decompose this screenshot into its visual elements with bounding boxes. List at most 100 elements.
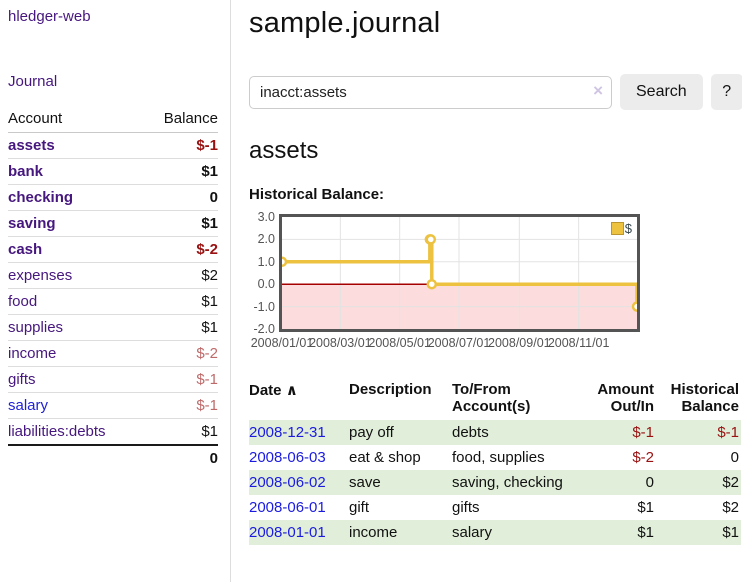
account-link-supplies[interactable]: supplies (8, 319, 64, 336)
account-row: supplies $1 (8, 314, 218, 341)
txn-description: income (349, 524, 398, 541)
y-axis-tick-label: 0.0 (257, 277, 275, 292)
x-axis-tick-label: 2008/11/01 (547, 336, 610, 350)
txn-date-link[interactable]: 2008-01-01 (249, 524, 326, 541)
nav-journal-link[interactable]: Journal (8, 73, 58, 90)
txn-header-balance: Historical Balance (670, 381, 739, 415)
legend-swatch-icon (610, 222, 624, 235)
account-link-gifts[interactable]: gifts (8, 371, 36, 388)
account-link-salary[interactable]: salary (8, 397, 49, 414)
txn-balance: 0 (730, 449, 739, 466)
sort-asc-icon: ∧ (285, 382, 298, 399)
account-balance: $1 (142, 418, 218, 445)
txn-description: save (349, 474, 381, 491)
legend-label: $ (624, 221, 632, 236)
account-balance: $2 (142, 262, 218, 289)
txn-description: gift (349, 499, 370, 516)
app-title[interactable]: hledger-web (8, 8, 91, 25)
account-link-income[interactable]: income (8, 345, 57, 362)
txn-date-link[interactable]: 2008-06-03 (249, 449, 326, 466)
account-link-food[interactable]: food (8, 293, 38, 310)
account-link-expenses[interactable]: expenses (8, 267, 73, 284)
account-row: income $-2 (8, 340, 218, 367)
account-balance: $1 (142, 314, 218, 341)
account-balance: $-2 (142, 340, 218, 367)
txn-balance: $1 (722, 524, 739, 541)
account-row: expenses $2 (8, 262, 218, 289)
txn-accounts: gifts (452, 499, 480, 516)
accounts-total: 0 (142, 444, 218, 471)
search-box: × (249, 75, 612, 109)
txn-header-amount: Amount Out/In (597, 381, 654, 415)
account-row: assets $-1 (8, 133, 218, 159)
txn-balance: $-1 (717, 424, 739, 441)
y-axis-tick-label: 2.0 (257, 232, 275, 247)
transaction-row[interactable]: 2008-12-31 pay off debts $-1 $-1 (249, 420, 741, 445)
search-input[interactable] (249, 75, 612, 109)
help-button[interactable]: ? (710, 74, 742, 110)
y-axis-tick-label: 1.0 (257, 254, 275, 269)
account-link-checking[interactable]: checking (8, 189, 74, 206)
x-axis-tick-label: 2008/09/01 (488, 336, 551, 350)
txn-header-accounts: To/From Account(s) (452, 381, 531, 415)
txn-description: pay off (349, 424, 394, 441)
account-balance: $-2 (142, 236, 218, 263)
account-row: liabilities:debts $1 (8, 418, 218, 445)
chart-plot-area: $ (279, 214, 640, 332)
page-title: sample.journal (249, 7, 441, 39)
y-axis-tick-label: 3.0 (257, 210, 275, 224)
txn-amount: $1 (637, 499, 654, 516)
account-row: saving $1 (8, 210, 218, 237)
txn-date-link[interactable]: 2008-12-31 (249, 424, 326, 441)
account-link-liabilities-debts[interactable]: liabilities:debts (8, 423, 106, 440)
txn-amount: $-2 (632, 449, 654, 466)
account-balance: $1 (142, 210, 218, 237)
account-balance: 0 (142, 184, 218, 211)
txn-date-link[interactable]: 2008-06-02 (249, 474, 326, 491)
account-link-saving[interactable]: saving (8, 215, 56, 232)
transaction-row[interactable]: 2008-06-02 save saving, checking 0 $2 (249, 470, 741, 495)
x-axis-tick-label: 2008/05/01 (368, 336, 431, 350)
account-balance: $-1 (142, 392, 218, 419)
txn-date-link[interactable]: 2008-06-01 (249, 499, 326, 516)
txn-balance: $2 (722, 474, 739, 491)
txn-amount: $-1 (632, 424, 654, 441)
txn-header-description: Description (349, 381, 432, 398)
account-row: salary $-1 (8, 392, 218, 419)
account-balance: $1 (142, 158, 218, 185)
accounts-header-balance: Balance (142, 106, 218, 133)
txn-amount: 0 (645, 474, 654, 491)
accounts-table: Account Balance assets $-1 bank $1 check… (8, 106, 218, 471)
chart-title: Historical Balance: (249, 186, 385, 203)
txn-description: eat & shop (349, 449, 421, 466)
account-row: gifts $-1 (8, 366, 218, 393)
sidebar: hledger-web Journal Account Balance asse… (0, 0, 231, 582)
clear-search-icon[interactable]: × (593, 80, 603, 100)
txn-accounts: salary (452, 524, 493, 541)
search-button[interactable]: Search (620, 74, 703, 110)
txn-amount: $1 (637, 524, 654, 541)
txn-accounts: food, supplies (452, 449, 545, 466)
y-axis-tick-label: -2.0 (253, 322, 275, 336)
txn-accounts: debts (452, 424, 489, 441)
transaction-row[interactable]: 2008-01-01 income salary $1 $1 (249, 520, 741, 545)
txn-header-date[interactable]: Date ∧ (249, 382, 298, 399)
y-axis-tick-label: -1.0 (253, 299, 275, 314)
historical-balance-chart: $ 3.0 2.0 1.0 0.0 -1.0 -2.0 2008/01/01 2008/03… (249, 210, 742, 358)
transaction-row[interactable]: 2008-06-03 eat & shop food, supplies $-2… (249, 445, 741, 470)
account-link-cash[interactable]: cash (8, 241, 43, 258)
transaction-row[interactable]: 2008-06-01 gift gifts $1 $2 (249, 495, 741, 520)
account-link-assets[interactable]: assets (8, 137, 55, 154)
accounts-header-account: Account (8, 106, 143, 133)
account-balance: $1 (142, 288, 218, 315)
account-row: bank $1 (8, 158, 218, 185)
account-row: food $1 (8, 288, 218, 315)
account-balance: $-1 (142, 366, 218, 393)
main-content: sample.journal × Search ? assets Histori… (231, 0, 742, 582)
account-row: checking 0 (8, 184, 218, 211)
x-axis-tick-label: 2008/07/01 (427, 336, 491, 350)
account-balance: $-1 (196, 137, 218, 154)
chart-legend: $ (610, 221, 632, 236)
account-link-bank[interactable]: bank (8, 163, 44, 180)
account-heading: assets (249, 137, 319, 164)
